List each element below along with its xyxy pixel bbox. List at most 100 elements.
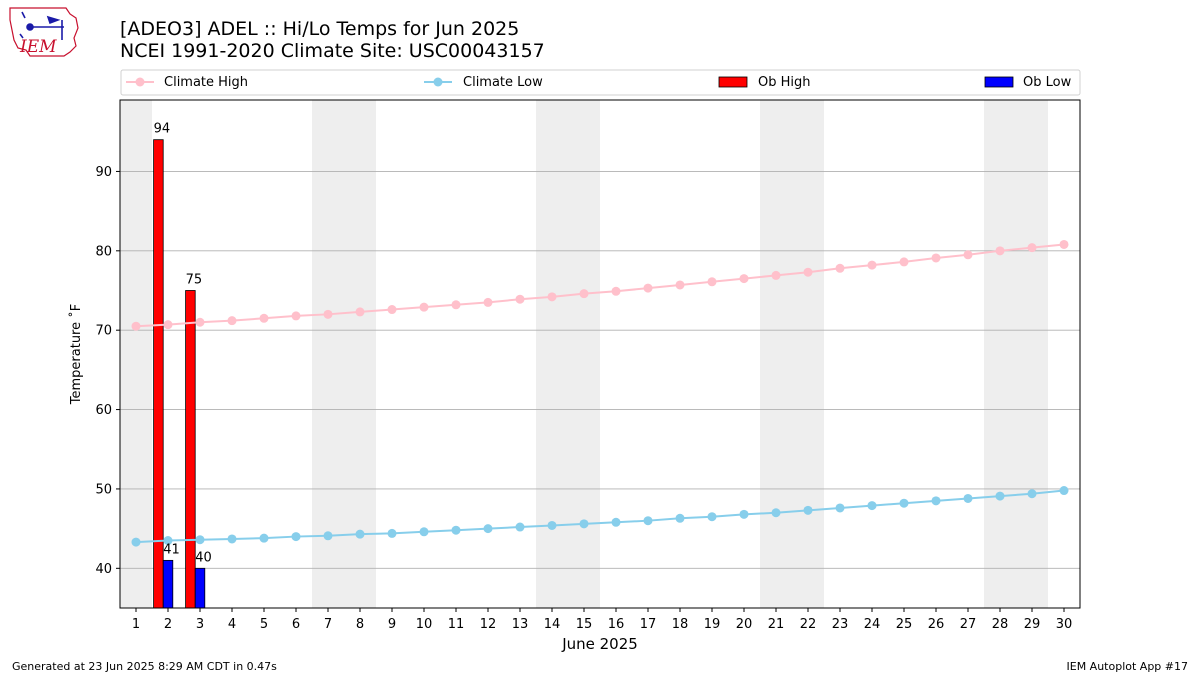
climate-low-point-day-8 (355, 529, 365, 539)
climate-high-point-day-30 (1059, 239, 1069, 249)
logo-text: IEM (19, 37, 57, 57)
climate-low-point-day-7 (323, 531, 333, 541)
climate-lines (131, 239, 1069, 547)
x-tick-label-3: 3 (196, 617, 204, 632)
x-tick-label-30: 30 (1056, 617, 1073, 632)
climate-low-point-day-27 (963, 493, 973, 503)
climate-high-point-day-15 (579, 289, 589, 299)
plot-frame (119, 99, 1081, 609)
iowa-map-icon (9, 7, 79, 57)
x-tick-label-28: 28 (992, 617, 1009, 632)
climate-low-point-day-20 (739, 509, 749, 519)
climate-high-point-day-9 (387, 305, 397, 315)
x-tick-label-9: 9 (388, 617, 396, 632)
climate-low-point-day-15 (579, 519, 589, 529)
climate-low-marker (433, 77, 443, 87)
climate-low-point-day-21 (771, 508, 781, 518)
footer-app: IEM Autoplot App #17 (1067, 660, 1189, 673)
climate-low-point-day-16 (611, 517, 621, 527)
climate-high-line (135, 243, 1065, 328)
legend-label-climate-high: Climate High (164, 75, 248, 90)
ob-low-bar-day-3 (194, 567, 206, 609)
weekend-band-day-29 (1016, 100, 1048, 608)
climate-high-point-day-6 (291, 311, 301, 321)
weekend-band-day-7 (312, 100, 344, 608)
climate-high-point-day-26 (931, 253, 941, 263)
x-tick-label-12: 12 (480, 617, 497, 632)
climate-low-point-day-12 (483, 524, 493, 534)
gridlines (120, 170, 1080, 569)
x-tick-label-11: 11 (448, 617, 465, 632)
weekend-band-day-21 (760, 100, 792, 608)
climate-low-point-day-29 (1027, 489, 1037, 499)
climate-low-point-day-30 (1059, 486, 1069, 496)
x-axis-ticks: 1 2 3 4 5 6 7 8 9 10 11 12 13 14 15 16 17 18 19 20 21 22 23 24 2… (132, 608, 1072, 632)
y-tick-label-80: 80 (95, 244, 112, 259)
ob-high-swatch (718, 76, 748, 88)
climate-low-point-day-6 (291, 532, 301, 542)
chart-title: [ADEO3] ADEL :: Hi/Lo Temps for Jun 2025 (120, 18, 519, 40)
climate-low-point-day-11 (451, 525, 461, 535)
climate-low-line (135, 489, 1065, 544)
x-axis-label: June 2025 (561, 635, 638, 653)
legend-item-ob-high: Ob High (718, 75, 811, 90)
x-tick-label-17: 17 (640, 617, 657, 632)
climate-high-point-day-29 (1027, 243, 1037, 253)
ob-low-label-day-2: 41 (163, 542, 180, 557)
weather-station-icon (19, 11, 64, 40)
x-tick-label-18: 18 (672, 617, 689, 632)
x-tick-label-6: 6 (292, 617, 300, 632)
legend-label-climate-low: Climate Low (463, 75, 543, 90)
climate-low-point-day-22 (803, 505, 813, 515)
climate-high-point-day-24 (867, 260, 877, 270)
weekend-band-day-14 (536, 100, 568, 608)
ob-low-label-day-3: 40 (195, 550, 212, 565)
climate-high-point-day-4 (227, 316, 237, 326)
climate-low-point-day-4 (227, 534, 237, 544)
climate-low-point-day-10 (419, 527, 429, 537)
climate-low-point-day-28 (995, 491, 1005, 501)
climate-low-point-day-24 (867, 501, 877, 511)
climate-high-point-day-5 (259, 313, 269, 323)
x-tick-label-5: 5 (260, 617, 268, 632)
x-tick-label-1: 1 (132, 617, 140, 632)
x-tick-label-15: 15 (576, 617, 593, 632)
iem-logo[interactable]: IEM (9, 7, 79, 57)
legend: Climate High Climate Low Ob High Ob Low (120, 69, 1081, 96)
climate-low-point-day-3 (195, 535, 205, 545)
ob-high-label-day-3: 75 (186, 273, 203, 288)
climate-high-point-day-2 (163, 320, 173, 330)
climate-high-point-day-13 (515, 294, 525, 304)
legend-item-ob-low: Ob Low (984, 75, 1072, 90)
climate-high-point-day-8 (355, 307, 365, 317)
climate-high-point-day-25 (899, 257, 909, 267)
footer-generated: Generated at 23 Jun 2025 8:29 AM CDT in … (12, 660, 277, 673)
ob-low-bar-day-2 (162, 559, 174, 609)
y-tick-label-60: 60 (95, 403, 112, 418)
x-tick-label-24: 24 (864, 617, 881, 632)
y-axis-label: Temperature ˚F (68, 304, 84, 405)
climate-high-point-day-22 (803, 267, 813, 277)
climate-high-point-day-3 (195, 317, 205, 327)
climate-low-point-day-17 (643, 516, 653, 526)
climate-high-point-day-17 (643, 283, 653, 293)
y-axis-ticks: 40 50 60 70 80 90 (95, 165, 120, 577)
x-tick-label-29: 29 (1024, 617, 1041, 632)
x-tick-label-25: 25 (896, 617, 913, 632)
climate-high-point-day-1 (131, 321, 141, 331)
y-tick-label-70: 70 (95, 324, 112, 339)
climate-high-point-day-11 (451, 300, 461, 310)
x-tick-label-7: 7 (324, 617, 332, 632)
x-tick-label-10: 10 (416, 617, 433, 632)
x-tick-label-27: 27 (960, 617, 977, 632)
x-tick-label-21: 21 (768, 617, 785, 632)
climate-low-point-day-14 (547, 520, 557, 530)
x-tick-label-26: 26 (928, 617, 945, 632)
climate-low-point-day-19 (707, 512, 717, 522)
x-tick-label-2: 2 (164, 617, 172, 632)
climate-high-point-day-21 (771, 270, 781, 280)
climate-low-point-day-9 (387, 528, 397, 538)
climate-low-point-day-5 (259, 533, 269, 543)
x-tick-label-19: 19 (704, 617, 721, 632)
x-tick-label-14: 14 (544, 617, 561, 632)
